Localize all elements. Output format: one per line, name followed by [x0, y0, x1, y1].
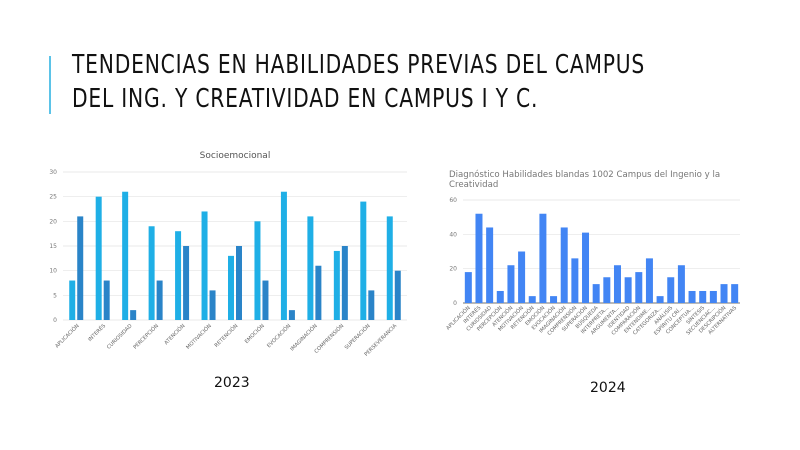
y-tick-label: 15 — [49, 243, 57, 250]
bar-aplicación-series-1 — [69, 280, 76, 320]
y-tick-label: 20 — [49, 218, 57, 225]
bar-descripción-series-1 — [720, 284, 728, 303]
bar-curiosidad-series-1 — [486, 227, 494, 303]
bar-identidad-series-1 — [624, 277, 632, 303]
chart-2024-year-caption: 2024 — [590, 380, 626, 396]
bar-comprensión-series-1 — [333, 250, 340, 320]
bar-curiosidad-series-2 — [130, 310, 137, 320]
bar-aplicación-series-2 — [77, 216, 84, 320]
bar-emoción-series-2 — [262, 280, 269, 320]
chart-2023-y-axis: 0 5 10 15 20 25 30 — [49, 169, 57, 324]
bar-superación-series-2 — [368, 290, 375, 320]
bar-motivación-series-1 — [201, 211, 208, 320]
chart-2024-x-axis: APLICACIÓNINTERÉSCURIOSIDADPERCEPCIÓNATE… — [445, 304, 738, 337]
slide-title-line-1: TENDENCIAS EN HABILIDADES PREVIAS DEL CA… — [72, 50, 646, 80]
bar-argumenta--series-1 — [613, 265, 621, 303]
chart-2023-title: Socioemocional — [200, 151, 271, 161]
bar-percepción-series-2 — [156, 280, 163, 320]
bar-interés-series-1 — [95, 196, 102, 320]
bar-superación-series-1 — [360, 201, 367, 320]
bar-retención-series-1 — [528, 296, 536, 303]
bar-interpreta--series-1 — [603, 277, 611, 303]
y-tick-label: 25 — [49, 194, 57, 201]
bar-atención-series-2 — [183, 246, 190, 320]
bar-perseverancia-series-2 — [394, 270, 401, 320]
bar-comprensión-series-2 — [341, 246, 348, 320]
bar-superación-series-1 — [582, 232, 590, 303]
bar-secuenciac--series-1 — [709, 290, 717, 303]
bar-motivación-series-2 — [209, 290, 216, 320]
bar-imaginación-series-2 — [315, 265, 322, 320]
title-accent-bar — [49, 56, 51, 114]
y-tick-label: 30 — [49, 169, 57, 176]
bar-entendime--series-1 — [645, 258, 653, 303]
bar-síntesis-series-1 — [699, 290, 707, 303]
bar-evocación-series-1 — [280, 191, 287, 320]
bar-perseverancia-series-1 — [386, 216, 393, 320]
chart-2024-bars — [464, 213, 739, 303]
bar-atención-series-1 — [507, 265, 515, 303]
bar-emoción-series-1 — [254, 221, 261, 320]
y-tick-label: 0 — [53, 317, 57, 324]
bar-emoción-series-1 — [539, 213, 547, 303]
bar-imaginación-series-1 — [560, 227, 568, 303]
y-tick-label: 5 — [53, 292, 57, 299]
chart-2024-gridlines — [463, 199, 740, 304]
bar-interés-series-2 — [103, 280, 110, 320]
bar-retención-series-1 — [228, 255, 234, 320]
bar-retención-series-2 — [236, 246, 242, 320]
chart-2024-title-line-2: Creatividad — [449, 180, 498, 190]
bar-búsqueda-series-1 — [592, 284, 600, 303]
bar-aplicación-series-1 — [464, 272, 472, 303]
slide-title: TENDENCIAS EN HABILIDADES PREVIAS DEL CA… — [72, 48, 645, 116]
bar-evocación-series-2 — [288, 310, 295, 320]
bar-interés-series-1 — [475, 213, 483, 303]
bar-alternativas-series-1 — [731, 284, 739, 303]
y-tick-label: 20 — [449, 266, 457, 273]
chart-2023-gridlines — [63, 171, 407, 321]
y-tick-label: 60 — [449, 197, 457, 204]
chart-2023-year-caption: 2023 — [214, 375, 250, 391]
slide-title-line-2: DEL ING. Y CREATIVIDAD EN CAMPUS I Y C. — [72, 84, 539, 114]
bar-comprensión-series-1 — [571, 258, 579, 303]
bar-categoriza--series-1 — [656, 296, 664, 303]
bar-análisis-series-1 — [667, 277, 675, 303]
y-tick-label: 10 — [49, 268, 57, 275]
chart-2024-title-line-1: Diagnóstico Habilidades blandas 1002 Cam… — [449, 169, 720, 180]
bar-imaginación-series-1 — [307, 216, 314, 320]
bar-evocación-series-1 — [550, 296, 558, 303]
bar-percepción-series-1 — [148, 226, 155, 320]
bar-atención-series-1 — [175, 231, 182, 320]
bar-conceptua--series-1 — [688, 290, 696, 303]
y-tick-label: 40 — [449, 231, 457, 238]
bar-percepción-series-1 — [496, 290, 504, 303]
bar-curiosidad-series-1 — [122, 191, 129, 320]
bar-comparación-series-1 — [635, 272, 643, 303]
y-tick-label: 0 — [453, 300, 457, 307]
chart-2024-y-axis: 0 20 40 60 — [449, 197, 457, 307]
chart-2023-bars — [69, 191, 401, 320]
bar-motivación-series-1 — [518, 251, 526, 303]
bar-espíritu-crí--series-1 — [677, 265, 685, 303]
